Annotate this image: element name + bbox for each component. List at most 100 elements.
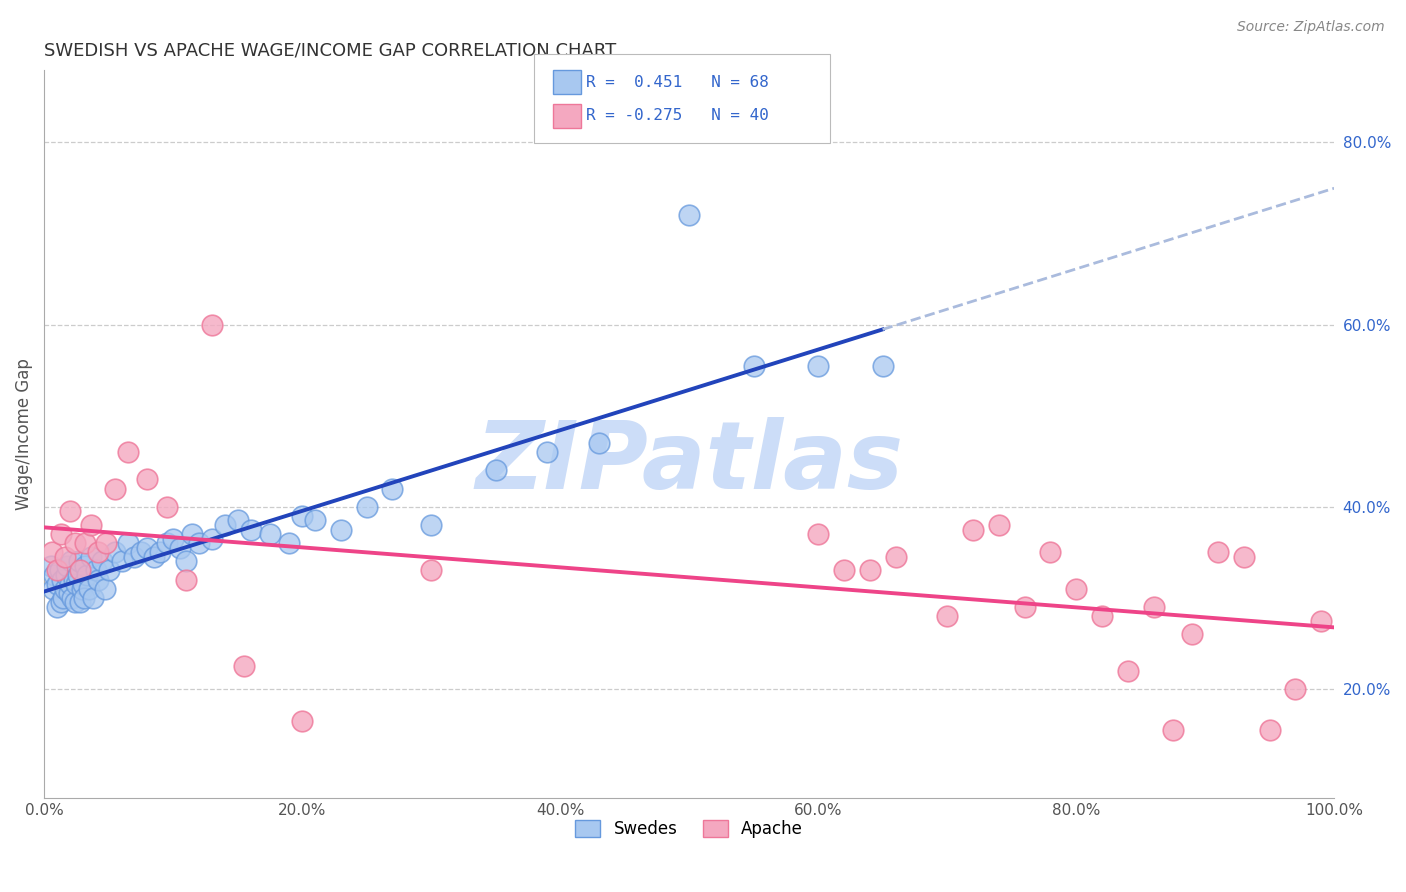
Apache (41, 545, 63, 559)
Swedes (65, 577, 87, 591)
Swedes (77, 582, 100, 596)
Swedes (60, 554, 83, 568)
Apache (832, 564, 855, 578)
Swedes (742, 359, 765, 373)
Swedes (76, 568, 98, 582)
Apache (859, 564, 882, 578)
Swedes (181, 527, 204, 541)
Apache (136, 472, 159, 486)
Swedes (87, 573, 110, 587)
Apache (962, 523, 984, 537)
Swedes (356, 500, 378, 514)
Apache (1258, 723, 1281, 737)
Swedes (187, 536, 209, 550)
Swedes (42, 582, 65, 596)
Apache (156, 500, 179, 514)
Swedes (62, 573, 84, 587)
Apache (79, 518, 101, 533)
Swedes (39, 558, 62, 573)
Swedes (72, 577, 94, 591)
Apache (291, 714, 314, 728)
Swedes (66, 568, 89, 582)
Swedes (201, 532, 224, 546)
Swedes (58, 586, 80, 600)
Apache (201, 318, 224, 332)
Swedes (304, 513, 326, 527)
Apache (117, 445, 139, 459)
Swedes (278, 536, 301, 550)
Swedes (136, 541, 159, 555)
Swedes (169, 541, 191, 555)
Apache (1161, 723, 1184, 737)
Swedes (174, 554, 197, 568)
Swedes (44, 568, 66, 582)
Apache (1206, 545, 1229, 559)
Swedes (381, 482, 404, 496)
Apache (1233, 549, 1256, 564)
Swedes (149, 545, 172, 559)
Apache (94, 536, 117, 550)
Apache (1181, 627, 1204, 641)
Swedes (79, 549, 101, 564)
Swedes (291, 508, 314, 523)
Swedes (588, 436, 610, 450)
Swedes (48, 564, 70, 578)
Swedes (67, 554, 90, 568)
Swedes (69, 595, 91, 609)
Swedes (485, 463, 508, 477)
Apache (174, 573, 197, 587)
Swedes (82, 591, 104, 605)
Apache (1310, 614, 1333, 628)
Swedes (226, 513, 249, 527)
Text: ZIPatlas: ZIPatlas (475, 417, 903, 509)
Text: Source: ZipAtlas.com: Source: ZipAtlas.com (1237, 20, 1385, 34)
Apache (104, 482, 127, 496)
Swedes (872, 359, 894, 373)
Apache (75, 536, 97, 550)
Swedes (162, 532, 184, 546)
Swedes (46, 599, 69, 614)
Swedes (97, 564, 120, 578)
Text: R =  0.451   N = 68: R = 0.451 N = 68 (586, 75, 769, 89)
Apache (46, 564, 69, 578)
Swedes (63, 595, 86, 609)
Apache (807, 527, 830, 541)
Apache (1284, 681, 1306, 696)
Apache (1116, 664, 1139, 678)
Swedes (46, 577, 69, 591)
Apache (1014, 599, 1036, 614)
Apache (1091, 609, 1114, 624)
Swedes (239, 523, 262, 537)
Swedes (678, 208, 700, 222)
Swedes (51, 573, 73, 587)
Y-axis label: Wage/Income Gap: Wage/Income Gap (15, 358, 32, 510)
Apache (420, 564, 443, 578)
Swedes (70, 582, 93, 596)
Text: SWEDISH VS APACHE WAGE/INCOME GAP CORRELATION CHART: SWEDISH VS APACHE WAGE/INCOME GAP CORREL… (44, 42, 616, 60)
Swedes (52, 591, 75, 605)
Swedes (259, 527, 281, 541)
Apache (233, 659, 256, 673)
Text: R = -0.275   N = 40: R = -0.275 N = 40 (586, 109, 769, 123)
Swedes (329, 523, 352, 537)
Swedes (55, 568, 77, 582)
Swedes (56, 558, 79, 573)
Swedes (807, 359, 830, 373)
Swedes (75, 558, 97, 573)
Apache (884, 549, 907, 564)
Swedes (93, 582, 115, 596)
Swedes (104, 545, 127, 559)
Swedes (156, 536, 179, 550)
Swedes (124, 549, 146, 564)
Swedes (536, 445, 558, 459)
Apache (69, 564, 91, 578)
Swedes (214, 518, 236, 533)
Swedes (129, 545, 152, 559)
Swedes (62, 591, 84, 605)
Swedes (420, 518, 443, 533)
Apache (63, 536, 86, 550)
Swedes (142, 549, 165, 564)
Swedes (49, 595, 72, 609)
Apache (1064, 582, 1087, 596)
Apache (59, 504, 82, 518)
